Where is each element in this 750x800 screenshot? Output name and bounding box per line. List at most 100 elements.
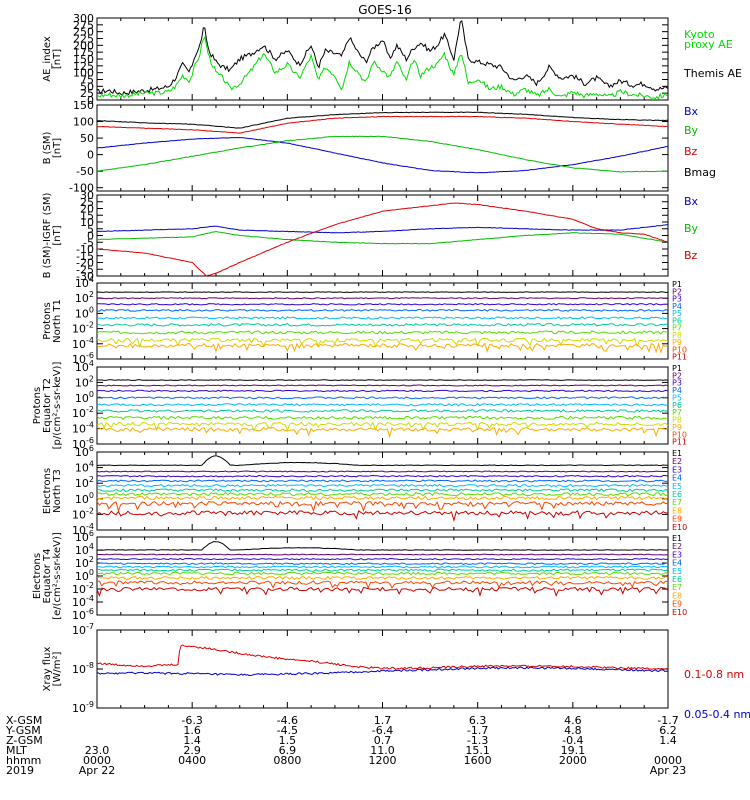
- series-p2: [96, 384, 669, 387]
- series-bmag: [96, 111, 668, 129]
- y-tick-label: 15: [80, 209, 94, 222]
- legend-entry: E2: [672, 457, 682, 466]
- series-e7: [96, 571, 669, 576]
- legend-entry: P4: [672, 386, 682, 395]
- x-row-value: 15.1: [465, 744, 490, 757]
- y-tick-label: 10: [80, 216, 94, 229]
- legend-entry: By: [684, 222, 699, 235]
- y-axis-label: [nT]: [52, 49, 63, 69]
- y-axis-label: North T1: [52, 299, 63, 343]
- series-p4: [96, 308, 669, 312]
- legend-bsm: Bx By Bz Bmag: [684, 105, 716, 179]
- y-tick-label: 102: [75, 374, 94, 389]
- series-e5: [96, 483, 669, 488]
- legend-entry: E6: [672, 575, 682, 584]
- x-row-value: -1.7: [467, 724, 488, 737]
- x-row-label: hhmm: [6, 754, 41, 767]
- series-p4: [96, 396, 669, 400]
- x-row-value: 1.5: [279, 734, 297, 747]
- series-0-1-0-8-nm: [96, 644, 669, 670]
- y-tick-label: 102: [75, 290, 94, 305]
- y-tick-label: 104: [75, 460, 94, 475]
- y-tick-label: 0: [87, 230, 94, 243]
- y-tick-label: 300: [73, 12, 94, 25]
- y-axis-label: Equator T4: [42, 549, 53, 604]
- x-row-value: -6.3: [181, 714, 202, 727]
- series-bz: [96, 115, 669, 134]
- series-p1: [96, 379, 669, 381]
- y-tick-label: 10-4: [72, 421, 94, 436]
- legend-entry: E8: [672, 591, 682, 600]
- series-e10: [96, 510, 669, 523]
- series-e4: [96, 479, 669, 483]
- y-tick-label: -20: [76, 257, 94, 270]
- legend-entry: P9: [672, 338, 682, 347]
- x-row-value: 6.3: [469, 714, 487, 727]
- series-e9: [96, 580, 669, 589]
- legend-entry: E10: [672, 608, 687, 617]
- legend-entry: 0.05-0.4 nm: [684, 708, 750, 721]
- legend-entry: E8: [672, 506, 682, 515]
- legend-entry: E3: [672, 550, 682, 559]
- legend-entry: P5: [672, 393, 682, 402]
- y-tick-label: 100: [73, 67, 94, 80]
- y-tick-label: 50: [80, 132, 94, 145]
- x-row-value: 6.2: [659, 724, 677, 737]
- legend-xray: 0.1-0.8 nm 0.05-0.4 nm: [684, 668, 750, 721]
- x-row-value: 2.9: [183, 744, 201, 757]
- legend-entry: P7: [672, 408, 682, 417]
- series-p3: [96, 389, 669, 393]
- y-tick-label: 104: [75, 359, 94, 374]
- series-p9: [96, 342, 669, 354]
- x-row-value: 0000: [654, 754, 682, 767]
- series-p7: [96, 330, 669, 335]
- y-axis-label: North T3: [52, 469, 63, 513]
- series-by: [96, 230, 669, 245]
- series-by: [96, 135, 669, 173]
- y-tick-label: 5: [87, 223, 94, 236]
- series-kyoto-proxy-ae: [96, 35, 669, 100]
- series-e1: [96, 455, 669, 467]
- x-row-value: 1.7: [374, 714, 392, 727]
- legend-entry: E7: [672, 498, 682, 507]
- series-e8: [96, 575, 669, 580]
- y-tick-label: 150: [73, 99, 94, 112]
- x-row-value: 4.8: [564, 724, 582, 737]
- legend-entry: P7: [672, 324, 682, 333]
- legend-entry: E9: [672, 515, 682, 524]
- x-row-label: X-GSM: [6, 714, 42, 727]
- legend-entry: P2: [672, 287, 682, 296]
- y-tick-label: 106: [75, 444, 94, 459]
- legend-entry: P8: [672, 331, 682, 340]
- x-row-value: 1.4: [659, 734, 677, 747]
- series-p7: [96, 415, 669, 420]
- y-tick-label: 50: [80, 80, 94, 93]
- legend-entry: E7: [672, 583, 682, 592]
- y-tick-label: 10-6: [72, 607, 94, 622]
- legend-entry: E1: [672, 449, 682, 458]
- y-tick-label: 30: [80, 189, 94, 202]
- series-e3: [96, 557, 669, 561]
- y-tick-label: 125: [73, 60, 94, 73]
- y-tick-label: 275: [73, 19, 94, 32]
- series-e2: [97, 553, 669, 556]
- x-row-value: 2000: [559, 754, 587, 767]
- legend-entry: E4: [672, 559, 682, 568]
- y-tick-label: -100: [69, 182, 94, 195]
- series-p1: [96, 291, 668, 293]
- y-axis-label: Electrons: [32, 553, 43, 599]
- plot-title: GOES-16: [358, 3, 412, 17]
- y-tick-label: 0: [87, 149, 94, 162]
- x-row-label: Y-GSM: [5, 724, 41, 737]
- panel-frame: [96, 536, 669, 616]
- x-row-value: -0.4: [562, 734, 583, 747]
- legend-entry: P5: [672, 309, 682, 318]
- y-axis-label: Xray flux: [42, 647, 53, 692]
- panel-xray: 10-9 10-8 10-7 Xray flux [W/m²] 0.1-0.8 nm 0.0…: [42, 622, 750, 721]
- x-row-value: 23.0: [85, 744, 110, 757]
- y-tick-label: 10-7: [72, 622, 94, 637]
